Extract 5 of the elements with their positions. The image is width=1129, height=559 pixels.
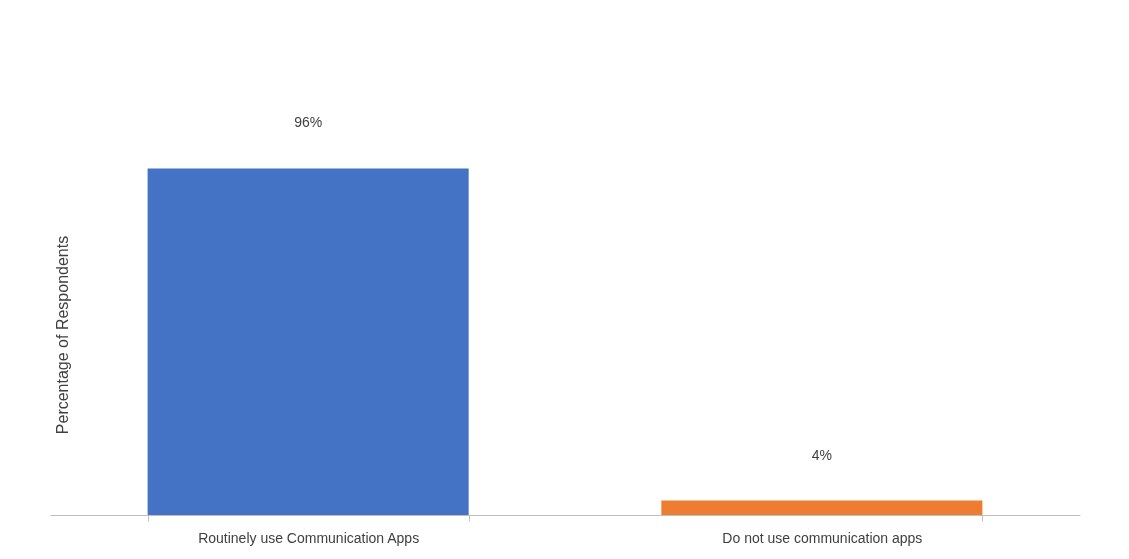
data-label: 96% [294,114,323,131]
x-tick-label: Routinely use Communication Apps [198,529,420,546]
x-tick-label: Do not use communication apps [722,529,923,546]
y-axis-title: Percentage of Respondents [53,235,71,435]
data-label: 4% [811,446,832,463]
